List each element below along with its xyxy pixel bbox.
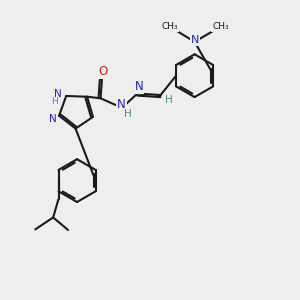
Text: N: N: [191, 35, 200, 45]
Text: N: N: [134, 80, 143, 94]
Text: N: N: [49, 114, 56, 124]
Text: O: O: [98, 65, 107, 78]
Text: CH₃: CH₃: [161, 22, 178, 32]
Text: N: N: [117, 98, 126, 111]
Text: N: N: [54, 88, 62, 99]
Text: CH₃: CH₃: [212, 22, 229, 32]
Text: H: H: [165, 95, 172, 105]
Text: H: H: [124, 109, 132, 119]
Text: H: H: [52, 98, 58, 106]
